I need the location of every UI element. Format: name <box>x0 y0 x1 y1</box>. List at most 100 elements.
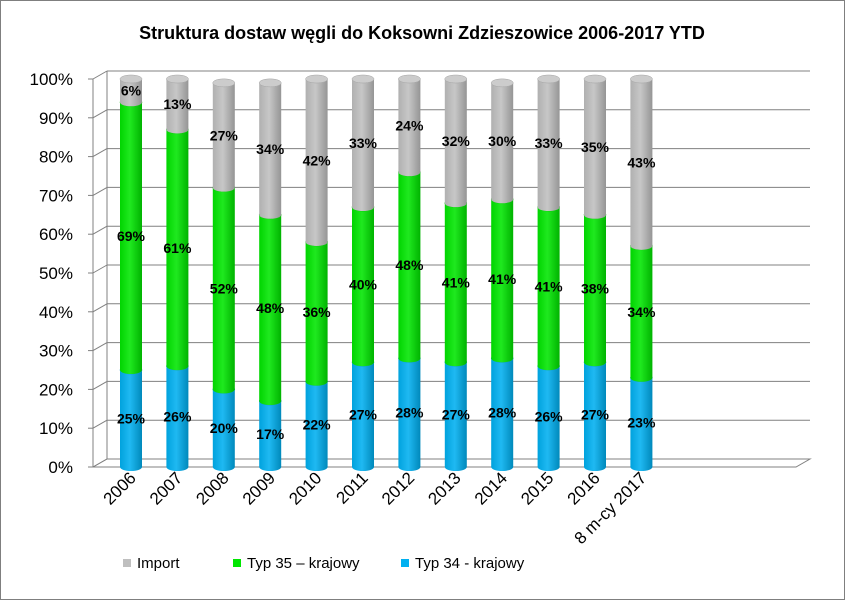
legend-label: Typ 35 – krajowy <box>247 555 360 572</box>
bar-typ-2007 <box>166 366 189 471</box>
data-label: 27% <box>442 407 471 423</box>
bar-typ-2008 <box>212 389 235 471</box>
bar-typ-2010 <box>305 241 328 386</box>
data-label: 24% <box>395 118 424 134</box>
y-tick-label: 30% <box>39 342 73 361</box>
gridline-depth <box>92 70 108 80</box>
data-label: 27% <box>210 127 239 143</box>
data-label: 25% <box>117 411 146 427</box>
y-tick-label: 20% <box>39 380 73 399</box>
bar-typ-2011 <box>352 362 374 471</box>
data-label: 27% <box>581 407 610 423</box>
bar-typ-2014 <box>491 199 514 363</box>
bar-cap <box>537 74 560 84</box>
bar-typ-2007 <box>166 129 189 371</box>
x-tick-label: 2012 <box>378 468 418 508</box>
data-label: 35% <box>581 139 610 155</box>
bar-import-2012 <box>398 79 421 177</box>
legend-label: Import <box>137 555 180 572</box>
bar-import-2006 <box>120 79 142 107</box>
x-tick-label: 2008 <box>192 468 232 508</box>
y-tick-label: 100% <box>30 70 73 89</box>
y-tick-label: 50% <box>39 264 73 283</box>
bar-import-2007 <box>166 79 189 134</box>
data-label: 17% <box>256 426 285 442</box>
gridline-depth <box>92 186 108 196</box>
y-tick-label: 90% <box>39 109 73 128</box>
data-label: 22% <box>303 416 332 432</box>
x-tick-label: 2015 <box>517 468 557 508</box>
data-label: 41% <box>488 271 517 287</box>
bar-typ-2009 <box>259 401 282 471</box>
bar-import-2008 <box>212 82 235 192</box>
y-axis: 0% 10% 20% 30% 40% 50% 60% 70% 80% 90% 100% <box>30 70 108 477</box>
bar-cap <box>305 74 328 84</box>
legend-swatch <box>233 559 241 567</box>
x-tick-label: 2009 <box>239 468 279 508</box>
y-tick-label: 40% <box>39 303 73 322</box>
x-tick-label: 2016 <box>564 468 604 508</box>
y-tick-label: 10% <box>39 419 73 438</box>
data-label: 38% <box>581 281 610 297</box>
bar-cap <box>583 74 607 84</box>
gridline-depth <box>92 342 108 352</box>
data-label: 28% <box>395 405 424 421</box>
bar-import-2015 <box>537 79 560 212</box>
bar-import-2014 <box>491 82 514 204</box>
data-label: 28% <box>488 405 517 421</box>
bar-typ-2016 <box>584 214 606 367</box>
y-tick-label: 80% <box>39 148 73 167</box>
x-tick-label: 2010 <box>285 468 325 508</box>
bar-typ-2015 <box>537 207 560 371</box>
x-tick-label: 2011 <box>333 468 372 507</box>
gridline-depth <box>92 225 108 235</box>
data-label: 20% <box>210 420 239 436</box>
bar-typ-2013 <box>444 203 467 367</box>
bar-cap <box>166 74 189 84</box>
bar-cap <box>212 78 236 88</box>
data-label: 61% <box>163 240 192 256</box>
gridline-depth <box>92 303 108 313</box>
bar-typ-2014 <box>491 358 514 471</box>
x-tick-label: 2007 <box>146 468 186 508</box>
legend: Import Typ 35 – krajowy Typ 34 - krajowy <box>123 555 525 572</box>
bar-typ-2012 <box>398 172 421 363</box>
bar-cap <box>258 78 282 88</box>
bar-cap <box>444 74 468 84</box>
bar-typ-8-m-cy-2017 <box>630 377 653 471</box>
bar-typ-2016 <box>584 362 606 471</box>
bar-import-2009 <box>259 82 282 219</box>
data-label: 32% <box>442 133 471 149</box>
bar-typ-8-m-cy-2017 <box>630 245 653 382</box>
gridline-depth <box>92 380 108 390</box>
data-label: 69% <box>117 228 146 244</box>
gridline-depth <box>92 264 108 274</box>
bar-import-2011 <box>352 79 374 212</box>
data-label: 33% <box>535 135 564 151</box>
y-tick-label: 0% <box>48 458 73 477</box>
bar-cap <box>490 78 514 88</box>
x-tick-label: 2013 <box>424 468 464 508</box>
chart-title: Struktura dostaw węgli do Koksowni Zdzie… <box>139 23 705 43</box>
bar-import-2010 <box>305 79 328 246</box>
gridline-depth <box>92 148 108 158</box>
bar-cap <box>119 74 143 84</box>
bar-import-8-m-cy-2017 <box>630 79 653 250</box>
bar-typ-2010 <box>305 381 328 471</box>
gridline-depth <box>92 109 108 119</box>
bar-import-2013 <box>444 79 467 208</box>
bar-import-2016 <box>584 79 606 219</box>
data-label: 48% <box>256 300 285 316</box>
legend-swatch <box>401 559 409 567</box>
data-labels: 25% 69% 6% 26% 61% 13% 20% 52% 27% 17% 48% 34% 22% 36… <box>117 83 656 442</box>
data-label: 34% <box>256 141 285 157</box>
data-label: 26% <box>163 409 192 425</box>
data-label: 27% <box>349 407 378 423</box>
data-label: 41% <box>535 279 564 295</box>
gridline-depth <box>92 458 108 468</box>
legend-swatch <box>123 559 131 567</box>
y-tick-label: 70% <box>39 186 73 205</box>
bar-typ-2009 <box>259 214 282 406</box>
